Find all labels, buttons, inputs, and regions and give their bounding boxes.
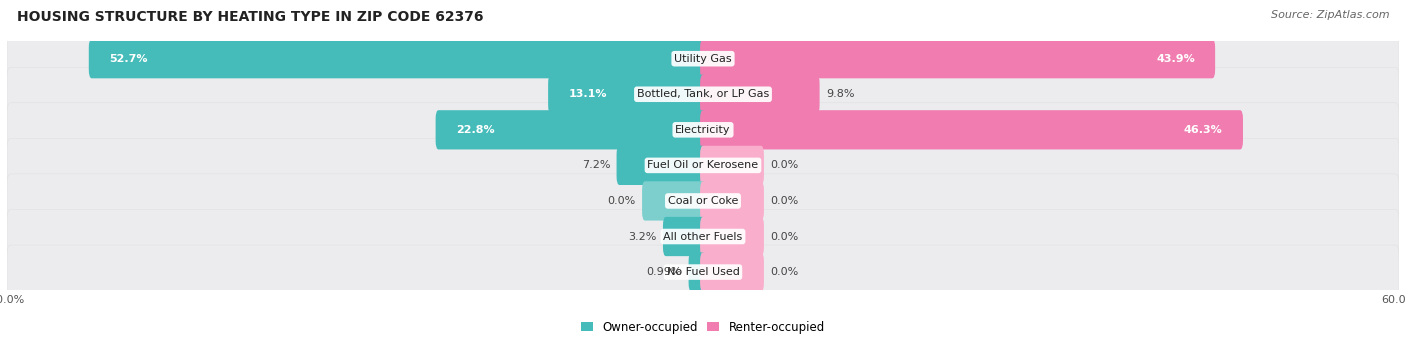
Text: 52.7%: 52.7% xyxy=(110,54,148,64)
Legend: Owner-occupied, Renter-occupied: Owner-occupied, Renter-occupied xyxy=(576,316,830,339)
Text: 0.0%: 0.0% xyxy=(770,196,799,206)
FancyBboxPatch shape xyxy=(7,138,1399,192)
Text: Fuel Oil or Kerosene: Fuel Oil or Kerosene xyxy=(647,160,759,170)
FancyBboxPatch shape xyxy=(7,174,1399,228)
FancyBboxPatch shape xyxy=(700,181,763,221)
FancyBboxPatch shape xyxy=(689,252,706,292)
FancyBboxPatch shape xyxy=(700,217,763,256)
Text: 7.2%: 7.2% xyxy=(582,160,610,170)
Text: Electricity: Electricity xyxy=(675,125,731,135)
Text: Source: ZipAtlas.com: Source: ZipAtlas.com xyxy=(1271,10,1389,20)
FancyBboxPatch shape xyxy=(700,75,820,114)
FancyBboxPatch shape xyxy=(89,39,706,78)
Text: 13.1%: 13.1% xyxy=(568,89,607,99)
Text: 0.0%: 0.0% xyxy=(770,267,799,277)
Text: Bottled, Tank, or LP Gas: Bottled, Tank, or LP Gas xyxy=(637,89,769,99)
Text: Utility Gas: Utility Gas xyxy=(675,54,731,64)
FancyBboxPatch shape xyxy=(617,146,706,185)
Text: 3.2%: 3.2% xyxy=(628,232,657,241)
Text: Coal or Coke: Coal or Coke xyxy=(668,196,738,206)
Text: 0.0%: 0.0% xyxy=(770,232,799,241)
Text: 0.0%: 0.0% xyxy=(770,160,799,170)
Text: 0.0%: 0.0% xyxy=(607,196,636,206)
Text: 0.99%: 0.99% xyxy=(647,267,682,277)
FancyBboxPatch shape xyxy=(436,110,706,149)
Text: All other Fuels: All other Fuels xyxy=(664,232,742,241)
Text: HOUSING STRUCTURE BY HEATING TYPE IN ZIP CODE 62376: HOUSING STRUCTURE BY HEATING TYPE IN ZIP… xyxy=(17,10,484,24)
Text: 22.8%: 22.8% xyxy=(456,125,495,135)
Text: No Fuel Used: No Fuel Used xyxy=(666,267,740,277)
FancyBboxPatch shape xyxy=(700,146,763,185)
FancyBboxPatch shape xyxy=(7,67,1399,121)
Text: 43.9%: 43.9% xyxy=(1156,54,1195,64)
FancyBboxPatch shape xyxy=(700,110,1243,149)
FancyBboxPatch shape xyxy=(643,181,706,221)
FancyBboxPatch shape xyxy=(7,245,1399,299)
FancyBboxPatch shape xyxy=(7,209,1399,264)
FancyBboxPatch shape xyxy=(548,75,706,114)
FancyBboxPatch shape xyxy=(664,217,706,256)
FancyBboxPatch shape xyxy=(700,39,1215,78)
FancyBboxPatch shape xyxy=(7,103,1399,157)
Text: 46.3%: 46.3% xyxy=(1184,125,1223,135)
FancyBboxPatch shape xyxy=(7,32,1399,86)
FancyBboxPatch shape xyxy=(700,252,763,292)
Text: 9.8%: 9.8% xyxy=(825,89,855,99)
